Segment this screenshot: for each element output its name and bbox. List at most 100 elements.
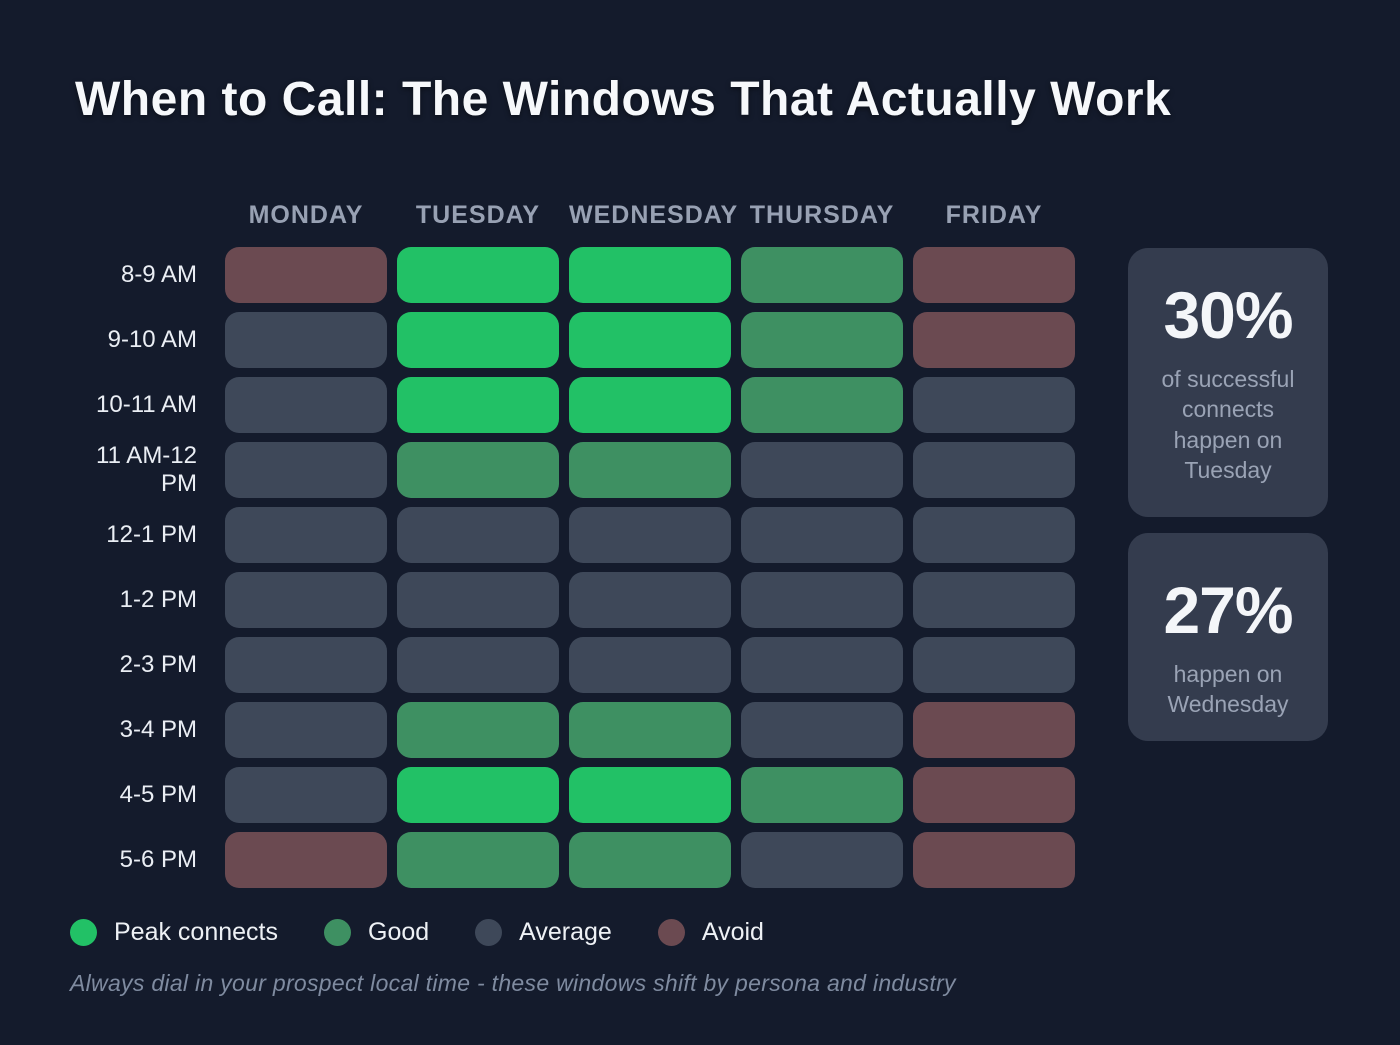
- heatmap-row: 10-11 AM: [70, 377, 1075, 433]
- time-slot-label: 5-6 PM: [119, 846, 197, 873]
- heatmap-cell-tuesday-average: [397, 572, 559, 628]
- heatmap-cell-thursday-average: [741, 702, 903, 758]
- heatmap-cell-thursday-good: [741, 377, 903, 433]
- page-title: When to Call: The Windows That Actually …: [75, 73, 1172, 126]
- heatmap-cell-monday-average: [225, 377, 387, 433]
- heatmap-cell-thursday-average: [741, 832, 903, 888]
- stat-value: 30%: [1163, 278, 1293, 352]
- time-slot-label: 2-3 PM: [119, 651, 197, 678]
- heatmap-cell-wednesday-peak: [569, 767, 731, 823]
- heatmap-cell-tuesday-good: [397, 832, 559, 888]
- heatmap-cell-tuesday-good: [397, 702, 559, 758]
- heatmap-cell-monday-average: [225, 312, 387, 368]
- legend: Peak connects Good Average Avoid: [70, 918, 764, 947]
- heatmap-cell-monday-average: [225, 767, 387, 823]
- heatmap-row: 8-9 AM: [70, 247, 1075, 303]
- day-header-friday: FRIDAY: [945, 200, 1043, 229]
- heatmap-cell-monday-average: [225, 507, 387, 563]
- day-header-monday: MONDAY: [248, 200, 364, 229]
- heatmap-cell-friday-average: [913, 507, 1075, 563]
- good-swatch-icon: [324, 919, 351, 946]
- time-slot-label: 8-9 AM: [120, 261, 197, 288]
- heatmap-row: 12-1 PM: [70, 507, 1075, 563]
- heatmap-cell-wednesday-peak: [569, 312, 731, 368]
- heatmap-cell-thursday-good: [741, 247, 903, 303]
- time-slot-label: 11 AM-12 PM: [96, 442, 197, 497]
- heatmap-row: 2-3 PM: [70, 637, 1075, 693]
- heatmap-cell-friday-average: [913, 442, 1075, 498]
- heatmap-cell-friday-average: [913, 572, 1075, 628]
- heatmap-cell-tuesday-average: [397, 637, 559, 693]
- heatmap-cell-tuesday-peak: [397, 767, 559, 823]
- heatmap-cell-thursday-average: [741, 507, 903, 563]
- avoid-swatch-icon: [657, 919, 685, 946]
- heatmap-cell-thursday-average: [741, 572, 903, 628]
- heatmap-cell-wednesday-good: [569, 442, 731, 498]
- heatmap-cell-friday-avoid: [913, 702, 1075, 758]
- heatmap-cell-tuesday-good: [397, 442, 559, 498]
- legend-item-average: Average: [475, 918, 612, 947]
- heatmap-cell-friday-avoid: [913, 767, 1075, 823]
- heatmap-cell-friday-avoid: [913, 247, 1075, 303]
- heatmap-cell-monday-average: [225, 572, 387, 628]
- average-swatch-icon: [475, 919, 503, 946]
- time-slot-label: 1-2 PM: [119, 586, 197, 613]
- legend-label: Avoid: [701, 918, 764, 946]
- legend-label: Peak connects: [114, 918, 278, 946]
- heatmap-cell-tuesday-peak: [397, 377, 559, 433]
- legend-item-peak: Peak connects: [70, 918, 278, 947]
- day-header-thursday: THURSDAY: [749, 200, 895, 229]
- stat-card-wednesday: 27% happen on Wednesday: [1128, 533, 1328, 741]
- heatmap-row: 4-5 PM: [70, 767, 1075, 823]
- heatmap-cell-thursday-average: [741, 637, 903, 693]
- heatmap-cell-monday-average: [225, 702, 387, 758]
- heatmap-cell-friday-avoid: [913, 312, 1075, 368]
- heatmap-cell-monday-average: [225, 637, 387, 693]
- heatmap-cell-tuesday-peak: [397, 247, 559, 303]
- legend-item-good: Good: [324, 918, 429, 947]
- stat-value: 27%: [1163, 573, 1293, 647]
- day-header-wednesday: WEDNESDAY: [569, 200, 739, 229]
- heatmap-cell-tuesday-peak: [397, 312, 559, 368]
- time-slot-label: 4-5 PM: [119, 781, 197, 808]
- heatmap-cell-wednesday-peak: [569, 377, 731, 433]
- heatmap-cell-monday-average: [225, 442, 387, 498]
- heatmap-row: 1-2 PM: [70, 572, 1075, 628]
- heatmap-row: 11 AM-12 PM: [70, 442, 1075, 498]
- heatmap-cell-friday-avoid: [913, 832, 1075, 888]
- heatmap-cell-wednesday-average: [569, 637, 731, 693]
- heatmap-cell-wednesday-good: [569, 702, 731, 758]
- legend-item-avoid: Avoid: [657, 918, 764, 947]
- heatmap-cell-tuesday-average: [397, 507, 559, 563]
- heatmap-row: 9-10 AM: [70, 312, 1075, 368]
- heatmap-cell-friday-average: [913, 377, 1075, 433]
- heatmap-grid: 8-9 AM 9-10 AM 10-11 AM 11 AM-12 PM 12-1 PM 1…: [70, 247, 1075, 888]
- time-slot-label: 10-11 AM: [96, 391, 197, 418]
- legend-label: Average: [519, 918, 612, 946]
- stat-cards: 30% of successful connects happen on Tue…: [1128, 248, 1328, 741]
- time-slot-label: 9-10 AM: [107, 326, 197, 353]
- heatmap-cell-wednesday-average: [569, 572, 731, 628]
- stat-description: happen on Wednesday: [1167, 661, 1289, 718]
- heatmap-cell-wednesday-good: [569, 832, 731, 888]
- heatmap-cell-friday-average: [913, 637, 1075, 693]
- heatmap-cell-monday-avoid: [225, 832, 387, 888]
- heatmap-cell-wednesday-average: [569, 507, 731, 563]
- legend-label: Good: [368, 918, 430, 946]
- heatmap-cell-thursday-good: [741, 767, 903, 823]
- time-slot-label: 3-4 PM: [119, 716, 197, 743]
- peak-swatch-icon: [70, 919, 97, 946]
- call-windows-heatmap: MONDAY TUESDAY WEDNESDAY THURSDAY FRIDAY 8-9…: [70, 195, 1075, 897]
- heatmap-cell-wednesday-peak: [569, 247, 731, 303]
- heatmap-cell-monday-avoid: [225, 247, 387, 303]
- heatmap-cell-thursday-good: [741, 312, 903, 368]
- stat-card-tuesday: 30% of successful connects happen on Tue…: [1128, 248, 1328, 517]
- day-header-row: MONDAY TUESDAY WEDNESDAY THURSDAY FRIDAY: [70, 195, 1075, 235]
- footnote: Always dial in your prospect local time …: [70, 970, 956, 996]
- heatmap-cell-thursday-average: [741, 442, 903, 498]
- stat-description: of successful connects happen on Tuesday: [1161, 366, 1295, 484]
- heatmap-row: 3-4 PM: [70, 702, 1075, 758]
- day-header-tuesday: TUESDAY: [415, 200, 541, 229]
- heatmap-row: 5-6 PM: [70, 832, 1075, 888]
- time-slot-label: 12-1 PM: [106, 521, 197, 548]
